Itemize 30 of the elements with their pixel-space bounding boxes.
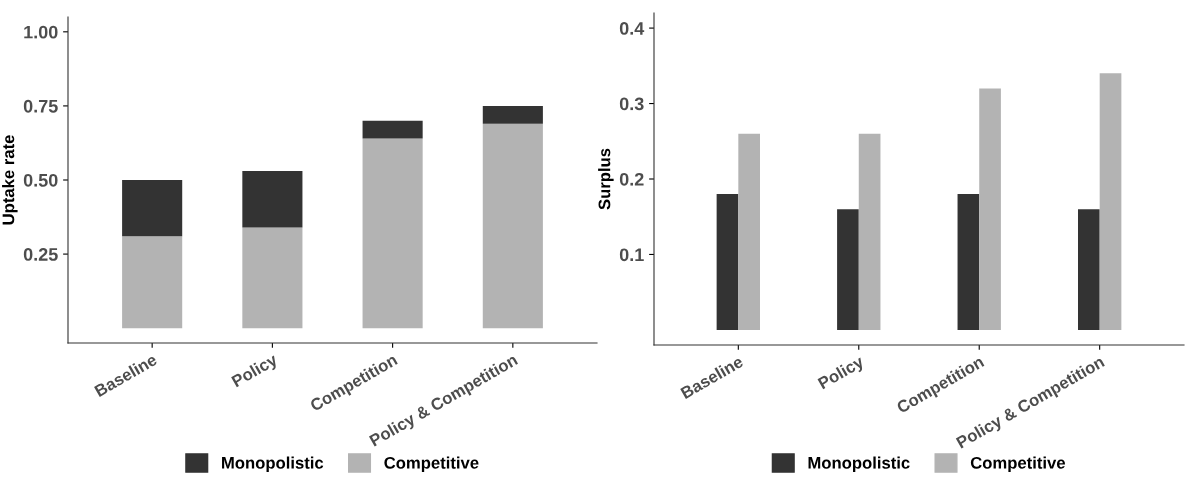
bar	[242, 171, 303, 228]
bar	[1078, 209, 1100, 330]
bar	[482, 123, 543, 329]
bar	[122, 236, 183, 329]
bar	[716, 194, 739, 330]
bar	[362, 138, 423, 329]
y-axis-title: Uptake rate	[2, 135, 18, 225]
bar	[122, 180, 183, 237]
legend-label: Competitive	[970, 456, 1066, 473]
y-tick-label: 0.50	[23, 173, 58, 187]
bar	[979, 88, 1001, 330]
y-axis-title: Surplus	[598, 148, 614, 210]
y-tick-label: 0.2	[619, 172, 644, 186]
bar	[858, 133, 881, 330]
y-tick-label: 1.00	[24, 25, 58, 39]
bar	[242, 227, 303, 329]
bar	[482, 105, 543, 124]
legend-label: Monopolistic	[222, 456, 324, 473]
bar	[362, 120, 423, 139]
bar	[957, 194, 980, 330]
legend-label: Monopolistic	[808, 456, 910, 473]
y-tick-label: 0.75	[23, 99, 58, 113]
bar	[738, 133, 760, 330]
y-tick-label: 0.4	[619, 22, 645, 35]
y-tick-label: 0.25	[23, 248, 58, 261]
bar	[1099, 73, 1122, 330]
bar	[837, 209, 859, 330]
y-tick-label: 0.1	[619, 248, 644, 262]
legend-label: Competitive	[384, 456, 479, 473]
y-tick-label: 0.3	[619, 97, 644, 111]
